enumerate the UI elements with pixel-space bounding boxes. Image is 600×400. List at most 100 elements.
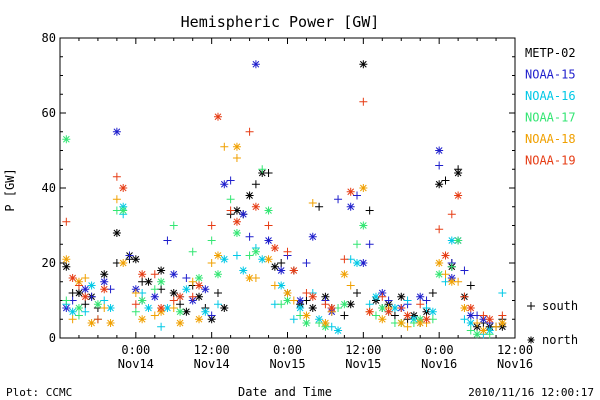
data-point-noaa-18-north bbox=[213, 251, 222, 260]
data-point-noaa-19-south bbox=[340, 255, 349, 264]
data-point-noaa-15-south bbox=[226, 176, 235, 185]
data-point-noaa-15-north bbox=[220, 180, 229, 189]
data-point-noaa-16-south bbox=[289, 315, 298, 324]
x-axis-label: Date and Time bbox=[238, 385, 332, 399]
data-point-noaa-18-north bbox=[340, 270, 349, 279]
data-point-noaa-17-north bbox=[473, 330, 482, 339]
data-point-noaa-19-north bbox=[157, 304, 166, 312]
data-point-noaa-18-north bbox=[416, 319, 425, 327]
data-point-metp-02-south bbox=[213, 289, 222, 297]
data-point-noaa-19-north bbox=[327, 304, 336, 312]
data-point-metp-02-south bbox=[365, 206, 374, 215]
y-axis-label: P [GW] bbox=[3, 168, 17, 211]
data-point-noaa-18-north bbox=[302, 311, 311, 320]
x-tick-date-label: Nov14 bbox=[194, 357, 230, 371]
data-point-noaa-15-south bbox=[125, 251, 134, 260]
data-point-noaa-19-south bbox=[416, 300, 425, 309]
data-point-noaa-17-south bbox=[466, 326, 475, 335]
data-point-metp-02-north bbox=[131, 255, 140, 264]
data-point-noaa-16-north bbox=[334, 326, 343, 335]
data-point-noaa-15-north bbox=[308, 232, 317, 241]
data-point-noaa-18-south bbox=[492, 322, 501, 331]
data-point-noaa-19-south bbox=[460, 292, 469, 301]
data-point-noaa-19-south bbox=[378, 292, 387, 301]
data-point-noaa-16-north bbox=[182, 285, 191, 294]
data-point-noaa-19-north bbox=[176, 292, 185, 301]
data-point-metp-02-north bbox=[454, 169, 463, 177]
data-point-noaa-18-south bbox=[403, 322, 412, 331]
data-point-noaa-19-north bbox=[81, 292, 90, 301]
data-point-noaa-17-south bbox=[371, 311, 380, 320]
data-point-noaa-18-north bbox=[283, 289, 292, 297]
data-point-noaa-15-north bbox=[251, 60, 260, 69]
data-point-noaa-18-north bbox=[397, 319, 406, 327]
data-point-noaa-18-north bbox=[378, 315, 387, 324]
data-point-noaa-17-north bbox=[232, 229, 241, 237]
x-tick-time-label: 12:00 bbox=[194, 343, 230, 357]
legend-entry-noaa-15: NOAA-15 bbox=[525, 68, 576, 82]
x-tick-date-label: Nov16 bbox=[421, 357, 457, 371]
data-point-noaa-18-south bbox=[100, 304, 109, 312]
data-point-noaa-17-south bbox=[277, 300, 286, 309]
legend-entry-metp-02: METP-02 bbox=[525, 46, 576, 60]
data-point-noaa-17-north bbox=[251, 247, 260, 256]
marker-legend-south-symbol bbox=[527, 302, 535, 310]
data-point-noaa-16-south bbox=[422, 304, 431, 312]
data-point-noaa-18-north bbox=[359, 184, 368, 192]
data-point-noaa-17-south bbox=[258, 165, 267, 174]
x-tick-date-label: Nov15 bbox=[345, 357, 381, 371]
data-point-noaa-15-south bbox=[302, 259, 311, 267]
data-point-noaa-15-north bbox=[112, 127, 121, 136]
data-point-noaa-19-north bbox=[138, 270, 147, 279]
data-point-noaa-16-north bbox=[277, 281, 286, 290]
data-point-noaa-18-north bbox=[321, 319, 330, 327]
marker-legend-north-label: north bbox=[542, 333, 578, 347]
data-point-noaa-18-north bbox=[232, 142, 241, 151]
data-point-noaa-15-south bbox=[384, 296, 393, 305]
data-point-noaa-17-south bbox=[169, 221, 178, 230]
data-point-noaa-19-south bbox=[359, 97, 368, 106]
data-point-noaa-17-north bbox=[340, 300, 349, 309]
data-point-noaa-16-south bbox=[498, 289, 507, 297]
data-point-noaa-18-north bbox=[138, 315, 147, 324]
data-point-noaa-15-north bbox=[416, 292, 425, 301]
x-tick-time-label: 0:00 bbox=[273, 343, 302, 357]
data-point-noaa-15-south bbox=[365, 240, 374, 249]
data-point-metp-02-south bbox=[340, 311, 349, 320]
data-point-noaa-17-south bbox=[62, 296, 71, 305]
data-point-noaa-15-south bbox=[207, 311, 216, 320]
x-tick-time-label: 0:00 bbox=[121, 343, 150, 357]
data-point-noaa-15-north bbox=[150, 292, 159, 301]
data-point-noaa-15-north bbox=[201, 285, 210, 294]
data-point-noaa-17-north bbox=[195, 274, 204, 282]
data-point-noaa-16-south bbox=[403, 296, 412, 305]
data-point-noaa-18-north bbox=[245, 274, 254, 282]
data-point-noaa-16-south bbox=[157, 322, 166, 331]
data-point-noaa-15-north bbox=[466, 311, 475, 320]
data-point-noaa-16-north bbox=[87, 281, 96, 290]
data-point-noaa-16-north bbox=[296, 304, 305, 312]
data-point-noaa-17-south bbox=[485, 330, 494, 339]
data-point-noaa-19-south bbox=[150, 270, 159, 279]
data-point-noaa-16-south bbox=[81, 307, 90, 316]
data-point-metp-02-north bbox=[245, 191, 254, 200]
data-point-noaa-19-south bbox=[397, 304, 406, 312]
data-point-noaa-19-south bbox=[169, 296, 178, 305]
data-point-noaa-18-south bbox=[81, 274, 90, 282]
footer-timestamp: 2010/11/16 12:00:17 bbox=[468, 386, 594, 399]
data-point-metp-02-north bbox=[270, 262, 279, 271]
data-point-metp-02-south bbox=[466, 281, 475, 290]
data-point-noaa-17-south bbox=[207, 236, 216, 245]
data-point-noaa-19-north bbox=[384, 307, 393, 316]
data-point-noaa-18-north bbox=[87, 319, 96, 327]
data-point-noaa-18-north bbox=[119, 259, 128, 267]
data-point-noaa-15-north bbox=[435, 146, 444, 155]
legend-entry-noaa-18: NOAA-18 bbox=[525, 132, 576, 146]
data-point-metp-02-north bbox=[308, 304, 317, 312]
data-point-noaa-19-north bbox=[422, 315, 431, 324]
data-point-metp-02-north bbox=[359, 60, 368, 69]
data-point-noaa-15-north bbox=[264, 236, 273, 245]
data-point-noaa-19-south bbox=[188, 292, 197, 301]
axes: 0204060800:00Nov1412:00Nov140:00Nov1512:… bbox=[42, 31, 534, 371]
data-point-metp-02-north bbox=[157, 266, 166, 275]
